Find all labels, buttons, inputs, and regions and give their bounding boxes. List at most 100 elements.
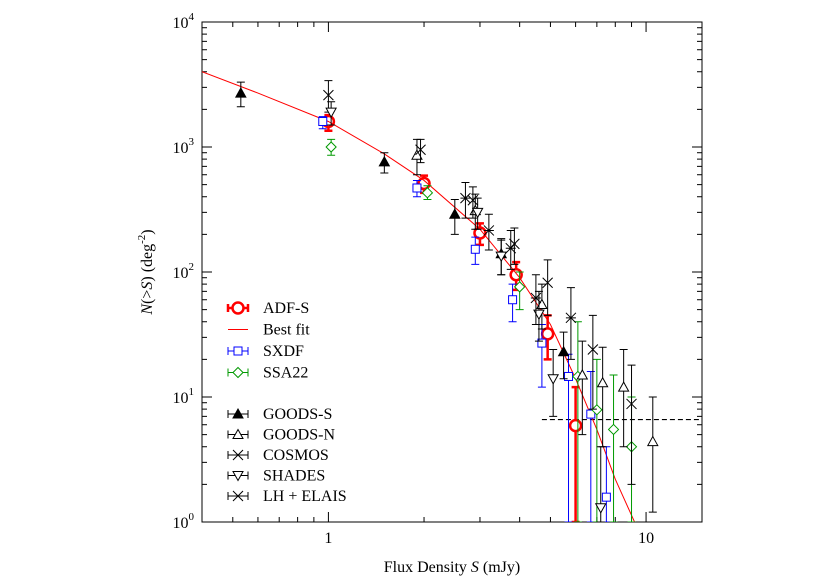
y-tick-base: 10: [173, 515, 189, 532]
data-point: [540, 327, 555, 341]
error-bar: [619, 348, 628, 448]
legend-label: SXDF: [263, 343, 304, 360]
data-point: [646, 435, 659, 447]
error-bar: [627, 364, 636, 485]
y-axis-label: N(>S) (deg-2): [136, 229, 156, 315]
legend-marker: [232, 407, 244, 419]
y-tick-label: 101: [173, 386, 195, 407]
data-point: [460, 192, 471, 204]
data-point: [325, 141, 337, 153]
error-bar: [609, 374, 618, 522]
error-bar: [461, 182, 470, 219]
y-tick-label: 102: [173, 261, 195, 282]
error-bar: [416, 138, 425, 164]
y-tick-base: 10: [173, 140, 189, 157]
legend-marker: [232, 449, 244, 461]
error-bar: [586, 370, 595, 522]
error-bar: [510, 227, 519, 265]
x-axis-label: Flux Density S (mJy): [384, 559, 520, 576]
data-point: [378, 155, 391, 167]
y-tick-base: 10: [173, 265, 189, 282]
data-point: [471, 207, 484, 219]
data-point: [594, 503, 607, 514]
data-point: [557, 345, 570, 357]
legend-marker: [232, 490, 244, 502]
data-point: [576, 368, 589, 380]
data-point: [607, 423, 620, 436]
data-point: [591, 404, 603, 416]
legend-label: SHADES: [263, 468, 325, 485]
data-point: [587, 344, 599, 355]
data-point: [626, 398, 637, 410]
legend-marker: [233, 346, 243, 356]
data-point: [505, 242, 517, 254]
legend-label: Best fit: [263, 322, 310, 339]
legend-label: SSA22: [263, 365, 308, 382]
error-bar: [598, 346, 607, 448]
y-tick-label: 100: [173, 511, 195, 532]
error-bar: [543, 259, 552, 316]
data-point: [470, 244, 480, 254]
error-bar: [602, 446, 611, 522]
plot-area: [202, 71, 659, 522]
error-bar: [531, 274, 540, 326]
data-point: [411, 149, 423, 160]
error-bar: [484, 213, 493, 251]
y-tick-label: 103: [173, 136, 195, 157]
legend-label: GOODS-S: [263, 406, 332, 423]
data-point: [495, 251, 508, 263]
error-bar: [506, 229, 515, 270]
y-tick-exponent: 0: [189, 511, 195, 523]
data-point: [586, 409, 596, 419]
data-point: [473, 226, 487, 240]
data-point: [513, 281, 526, 293]
y-tick-label: 104: [173, 11, 195, 32]
data-point: [564, 371, 574, 381]
data-point: [601, 492, 611, 502]
data-point: [596, 376, 609, 388]
data-point: [325, 107, 337, 119]
y-tick-exponent: 3: [189, 136, 195, 148]
y-tick-exponent: 2: [189, 261, 195, 273]
x-tick-label: 1: [324, 530, 332, 547]
data-point: [415, 144, 426, 156]
data-point: [467, 194, 479, 206]
data-point: [617, 381, 630, 392]
legend-label: COSMOS: [263, 447, 329, 464]
error-bar: [588, 314, 597, 410]
legend-marker: [232, 428, 244, 439]
data-point: [530, 292, 542, 304]
data-point: [508, 295, 518, 305]
legend-label: LH + ELAIS: [263, 488, 347, 505]
data-point: [533, 309, 545, 321]
y-tick-base: 10: [173, 390, 189, 407]
x-tick-label: 10: [638, 530, 654, 547]
data-point: [542, 277, 554, 289]
error-bar: [566, 287, 575, 360]
y-tick-exponent: 1: [189, 386, 195, 398]
data-point: [448, 208, 461, 219]
legend-marker: [232, 471, 244, 482]
data-point: [568, 418, 583, 433]
error-bar: [578, 340, 587, 436]
data-point: [234, 87, 247, 98]
legend-label: GOODS-N: [263, 427, 335, 444]
error-bar: [648, 396, 657, 513]
error-bar: [592, 358, 601, 522]
legend-marker: [231, 301, 245, 315]
data-point: [421, 187, 434, 199]
error-bar: [468, 186, 477, 219]
data-point: [537, 338, 547, 348]
legend-marker: [232, 366, 244, 379]
data-point: [323, 89, 334, 101]
y-tick-base: 10: [173, 15, 189, 32]
data-point: [565, 312, 577, 324]
error-bar: [571, 385, 580, 522]
legend-label: ADF-S: [263, 300, 309, 317]
data-point: [318, 116, 328, 126]
data-point: [547, 374, 560, 385]
y-tick-exponent: 4: [189, 11, 195, 23]
data-point: [483, 225, 495, 236]
data-point: [412, 183, 422, 193]
